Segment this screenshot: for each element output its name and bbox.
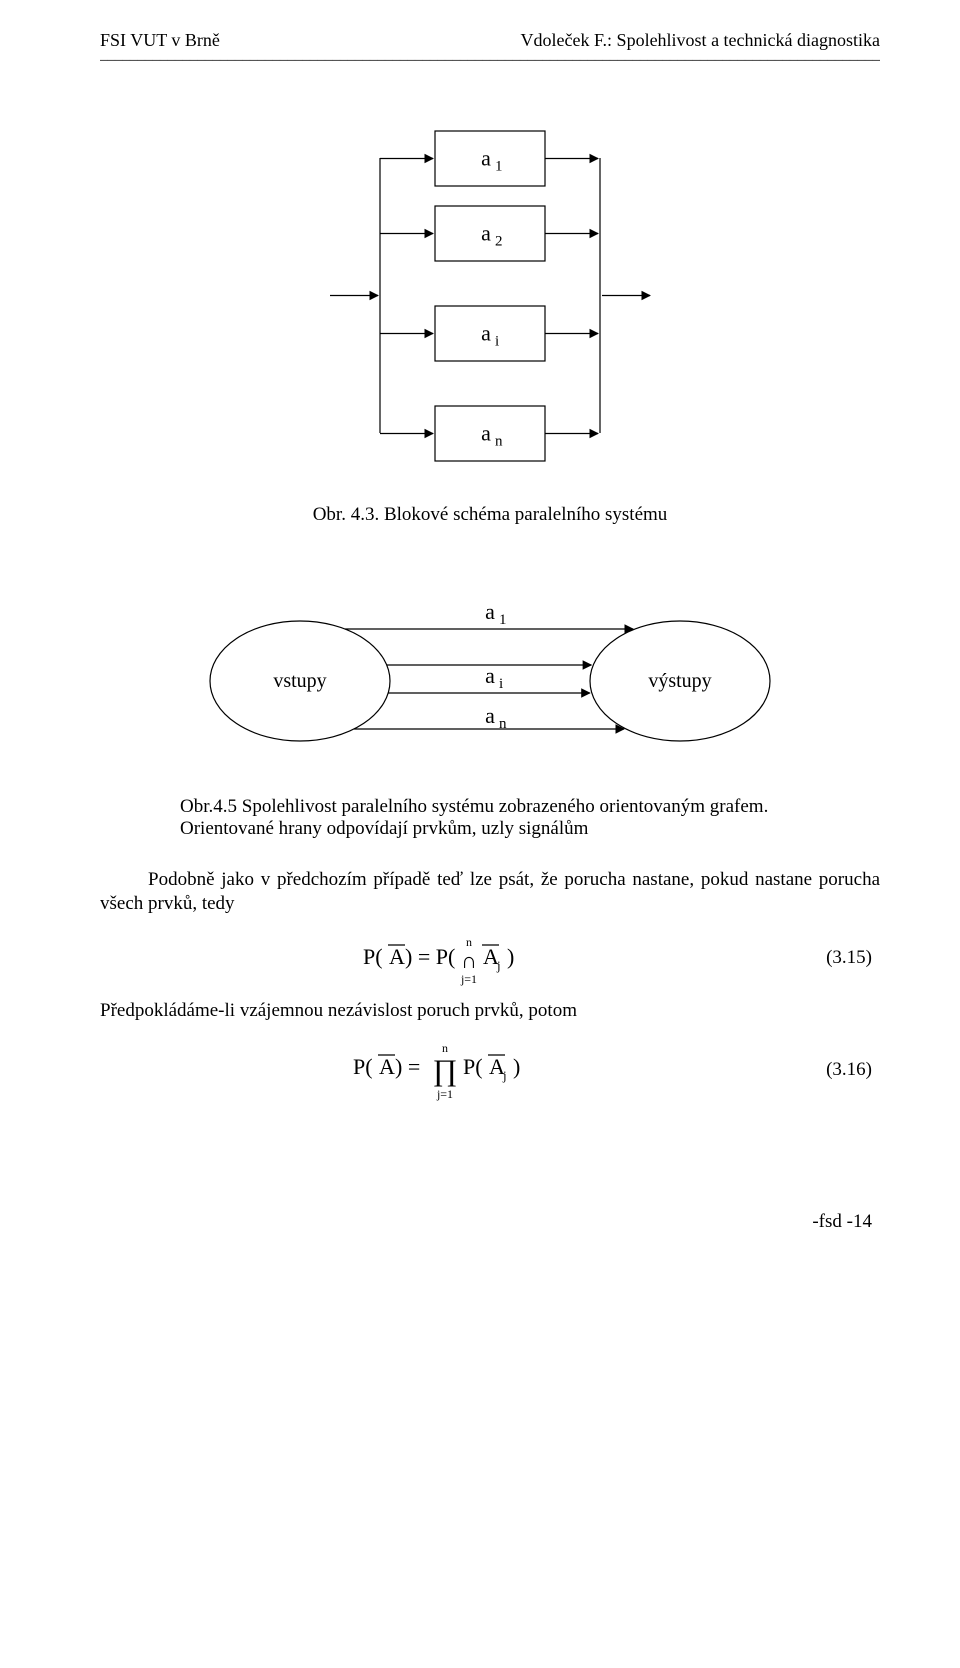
eq-3-15-svg: P(A) = P(∩nj=1Aj) bbox=[333, 922, 593, 990]
svg-text:1: 1 bbox=[495, 159, 503, 175]
svg-text:A: A bbox=[389, 944, 405, 969]
svg-text:j: j bbox=[502, 1068, 507, 1083]
eq-3-16-number: (3.16) bbox=[826, 1059, 880, 1081]
figure-4-5: vstupyvýstupya1aian Obr.4.5 Spolehlivost… bbox=[100, 581, 880, 840]
svg-text:i: i bbox=[495, 334, 499, 350]
svg-text:1: 1 bbox=[499, 612, 507, 628]
svg-text:) =: ) = bbox=[395, 1054, 420, 1079]
header-right: Vdoleček F.: Spolehlivost a technická di… bbox=[521, 30, 880, 51]
svg-text:) = P(: ) = P( bbox=[405, 944, 455, 969]
svg-text:a: a bbox=[485, 663, 495, 688]
equation-3-15: P(A) = P(∩nj=1Aj) (3.15) bbox=[100, 922, 880, 995]
svg-text:A: A bbox=[379, 1054, 395, 1079]
header-rule: ––––––––––––––––––––––––––––––––––––––––… bbox=[100, 53, 880, 71]
figure-4-5-caption-2: Orientované hrany odpovídají prvkům, uzl… bbox=[180, 818, 588, 839]
svg-text:n: n bbox=[499, 716, 507, 732]
header-left: FSI VUT v Brně bbox=[100, 30, 220, 51]
figure-4-3: a1a2aian Obr. 4.3. Blokové schéma parale… bbox=[100, 111, 880, 526]
page-footer: -fsd -14 bbox=[100, 1211, 880, 1233]
svg-text:j=1: j=1 bbox=[460, 972, 477, 986]
svg-text:): ) bbox=[507, 944, 514, 969]
svg-text:n: n bbox=[442, 1041, 448, 1055]
svg-text:a: a bbox=[485, 599, 495, 624]
svg-text:a: a bbox=[481, 146, 491, 171]
svg-text:a: a bbox=[481, 321, 491, 346]
eq-3-16-svg: P(A) = ∏nj=1P(Aj) bbox=[333, 1028, 593, 1106]
paragraph-1: Podobně jako v předchozím případě teď lz… bbox=[100, 868, 880, 916]
svg-text:i: i bbox=[499, 676, 503, 692]
svg-text:n: n bbox=[495, 434, 503, 450]
svg-text:P(: P( bbox=[363, 944, 383, 969]
svg-text:j=1: j=1 bbox=[436, 1087, 453, 1101]
svg-text:): ) bbox=[513, 1054, 520, 1079]
figure-4-5-caption-1: Obr.4.5 Spolehlivost paralelního systému… bbox=[180, 796, 768, 817]
svg-text:n: n bbox=[466, 935, 472, 949]
svg-text:a: a bbox=[485, 703, 495, 728]
svg-text:vstupy: vstupy bbox=[273, 670, 326, 692]
figure-4-3-caption: Obr. 4.3. Blokové schéma paralelního sys… bbox=[100, 504, 880, 526]
eq-3-15-number: (3.15) bbox=[826, 947, 880, 969]
svg-text:výstupy: výstupy bbox=[648, 670, 711, 692]
svg-text:∏: ∏ bbox=[433, 1054, 458, 1087]
svg-text:P(: P( bbox=[353, 1054, 373, 1079]
svg-text:j: j bbox=[496, 958, 501, 973]
svg-text:a: a bbox=[481, 221, 491, 246]
equation-3-16: P(A) = ∏nj=1P(Aj) (3.16) bbox=[100, 1028, 880, 1111]
svg-text:P(: P( bbox=[463, 1054, 483, 1079]
svg-text:2: 2 bbox=[495, 234, 503, 250]
block-diagram-svg: a1a2aian bbox=[260, 111, 720, 491]
graph-diagram-svg: vstupyvýstupya1aian bbox=[160, 581, 820, 781]
svg-text:a: a bbox=[481, 421, 491, 446]
svg-text:∩: ∩ bbox=[461, 948, 477, 973]
paragraph-2: Předpokládáme-li vzájemnou nezávislost p… bbox=[100, 999, 880, 1023]
